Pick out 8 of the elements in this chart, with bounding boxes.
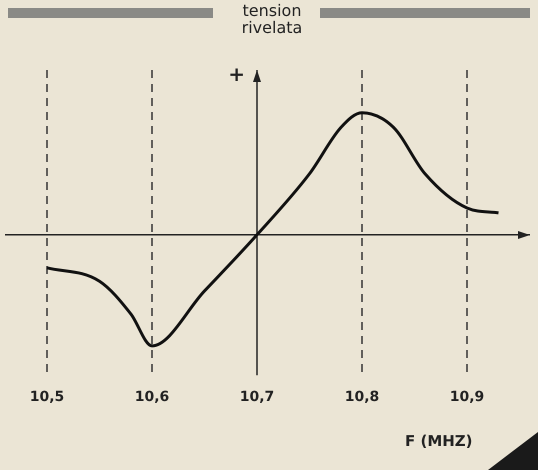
text: + [228, 62, 245, 86]
x-tick-label: 10,8 [344, 389, 380, 406]
x-tick-label: 10,5 [30, 389, 64, 406]
x-tick-label: 10,7 [240, 389, 274, 406]
x-tick-label: 10,6 [134, 389, 170, 406]
x-axis-title: F (MHZ) [405, 432, 473, 450]
y-axis-title: tension rivelata [240, 1, 304, 37]
x-tick-label: 10,9 [450, 389, 484, 406]
